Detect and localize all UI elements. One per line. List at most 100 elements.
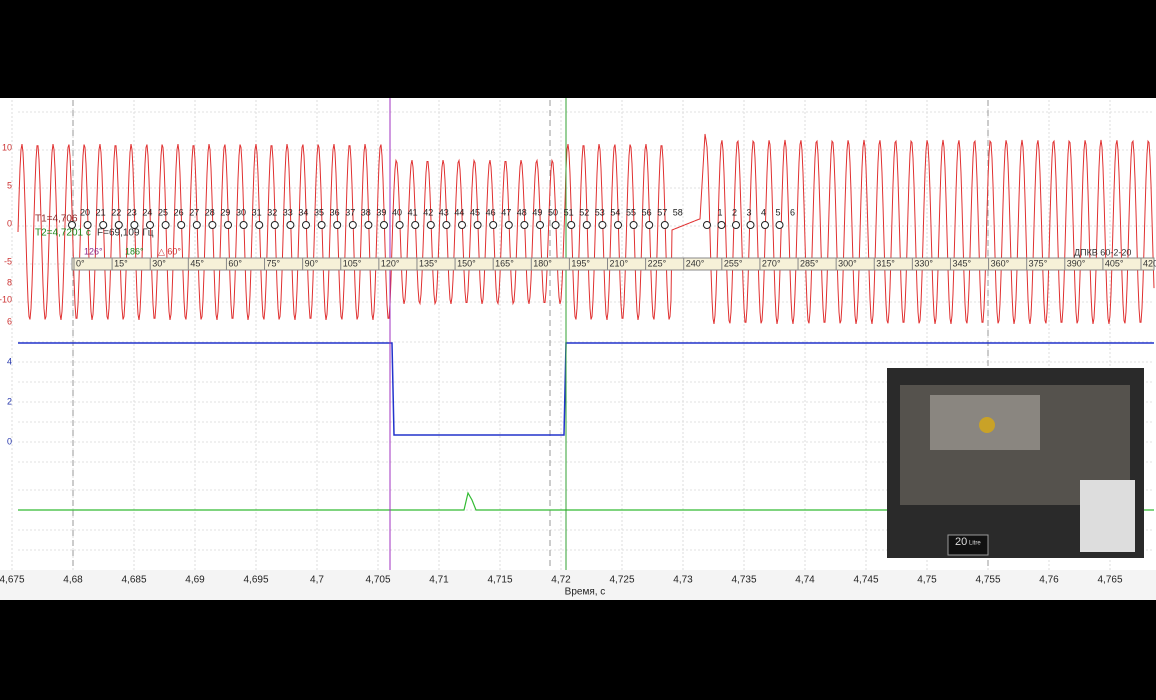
tooth-number: 57 (657, 207, 667, 217)
y-label: -10 (0, 294, 12, 304)
grid (11, 100, 1154, 570)
tooth-number: 4 (761, 207, 766, 217)
degree-label: 255° (724, 258, 743, 268)
degree-label: 330° (914, 258, 933, 268)
tooth-number: 34 (298, 207, 308, 217)
degree-label: 60° (228, 258, 242, 268)
tooth-number: 38 (361, 207, 371, 217)
x-axis-title: Время, с (565, 587, 606, 598)
tooth-dot (208, 221, 217, 229)
tooth-dot (130, 221, 139, 229)
degree-label: 15° (114, 258, 128, 268)
tooth-number: 21 (96, 207, 106, 217)
tooth-dot (536, 221, 544, 229)
degree-label: 135° (419, 258, 438, 268)
tooth-number: 51 (564, 207, 574, 217)
tooth-dot (286, 221, 295, 229)
tooth-number: 5 (775, 207, 780, 217)
degree-label: 345° (952, 258, 971, 268)
tooth-number: 39 (376, 207, 386, 217)
y-label: 0 (7, 218, 12, 228)
cursor-t2: T2=4,7201 с (35, 228, 91, 239)
tooth-dot (99, 221, 108, 229)
degree-label: 30° (152, 258, 166, 268)
degree-label: 105° (343, 258, 362, 268)
degree-label: 195° (571, 258, 590, 268)
x-axis-band (0, 570, 1156, 600)
tooth-dot (717, 221, 726, 229)
tooth-dot (333, 221, 342, 229)
tooth-dot (426, 221, 435, 229)
tooth-dot (629, 221, 638, 229)
x-tick-label: 4,74 (795, 575, 815, 586)
tooth-number: 31 (252, 207, 262, 217)
x-tick-label: 4,675 (0, 575, 25, 586)
sensor-label: ДПКВ 60-2-20 (1074, 247, 1131, 257)
tooth-number: 2 (732, 207, 737, 217)
tooth-dot (489, 221, 498, 229)
x-tick-label: 4,765 (1097, 575, 1122, 586)
tooth-dot (598, 221, 607, 229)
tooth-number: 3 (746, 207, 751, 217)
y-label: 0 (7, 436, 12, 446)
tooth-dot (380, 221, 388, 229)
tooth-dot (239, 221, 248, 229)
x-tick-label: 4,705 (365, 575, 390, 586)
tooth-number: 27 (189, 207, 199, 217)
tooth-dot (551, 221, 560, 229)
y-label: 2 (7, 396, 12, 406)
tooth-number: 25 (158, 207, 168, 217)
degree-label: 270° (762, 258, 781, 268)
tooth-number: 29 (220, 207, 230, 217)
tooth-dot (703, 221, 711, 229)
degree-label: 225° (648, 258, 667, 268)
x-tick-label: 4,715 (487, 575, 512, 586)
degree-label: 165° (495, 258, 514, 268)
label-sticker (1080, 480, 1135, 552)
tooth-dot (317, 221, 326, 229)
tooth-number: 58 (673, 207, 683, 217)
tooth-number: 20 (80, 207, 90, 217)
tooth-dot (582, 221, 591, 229)
tooth-number: 28 (205, 207, 215, 217)
signal-cam (18, 342, 1154, 436)
tooth-dot (775, 221, 784, 229)
tooth-number: 22 (111, 207, 121, 217)
oil-cap (979, 417, 995, 433)
x-tick-label: 4,75 (917, 575, 937, 586)
badge-sub: Litre (969, 541, 981, 547)
tooth-number: 33 (283, 207, 293, 217)
tooth-dot (732, 221, 740, 229)
x-tick-label: 4,695 (243, 575, 268, 586)
degree-label: 0° (76, 258, 85, 268)
degree-label: 45° (190, 258, 204, 268)
tooth-number: 1 (717, 207, 722, 217)
x-tick-label: 4,7 (310, 575, 324, 586)
degree-label: 150° (457, 258, 476, 268)
tooth-number: 24 (142, 207, 152, 217)
tooth-dot (504, 221, 513, 229)
tooth-number: 45 (470, 207, 480, 217)
x-tick-label: 4,745 (853, 575, 878, 586)
tooth-number: 41 (408, 207, 418, 217)
degree-label: 390° (1067, 258, 1086, 268)
tooth-number: 36 (330, 207, 340, 217)
degree-label: 120° (381, 258, 400, 268)
degree-label: 240° (686, 258, 705, 268)
tooth-number: 43 (439, 207, 449, 217)
degree-label: 300° (838, 258, 857, 268)
tooth-number: 55 (626, 207, 636, 217)
tooth-dot (177, 221, 186, 229)
tooth-dot (567, 221, 576, 229)
badge-text: 20 (955, 536, 967, 548)
degree-label: 90° (305, 258, 319, 268)
tooth-number: 37 (345, 207, 355, 217)
x-tick-label: 4,73 (673, 575, 693, 586)
tooth-dot (746, 221, 755, 229)
degree-label: 360° (991, 258, 1010, 268)
badge (947, 534, 989, 556)
tooth-dot (224, 221, 232, 229)
tooth-dot (270, 221, 279, 229)
y-label: 10 (2, 142, 12, 152)
